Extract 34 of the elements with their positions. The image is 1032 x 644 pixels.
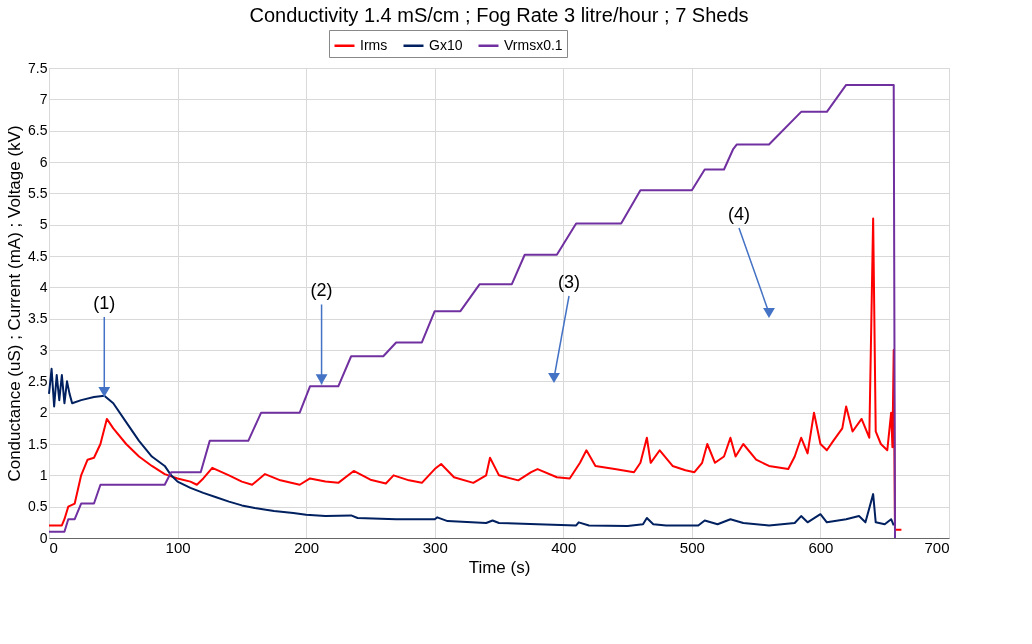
y-tick-label: 1.5 [28,435,48,452]
x-tick-label: 300 [422,538,448,556]
y-tick-label: 1 [39,466,48,483]
legend-label: Gx10 [429,36,463,53]
x-tick-label: 200 [294,538,320,556]
y-tick-label: 0.5 [28,498,48,515]
y-tick-label: 3.5 [28,310,48,327]
chart-title: Conductivity 1.4 mS/cm ; Fog Rate 3 litre/hour ; 7 Sheds [249,3,749,26]
y-tick-label: 7 [39,90,48,107]
y-tick-label: 5 [39,216,48,233]
x-tick-label: 500 [679,538,705,556]
y-tick-label: 4.5 [28,247,48,264]
y-tick-label: 3 [39,341,48,358]
y-tick-label: 7.5 [28,59,48,76]
x-tick-label: 600 [808,538,834,556]
line-series [48,83,896,539]
annotation: (1) [93,293,116,313]
x-tick-label: 400 [551,538,577,556]
annotation: (3) [558,272,580,292]
annotation: (4) [728,204,750,224]
x-tick-label: 700 [924,538,950,556]
legend-label: Irms [360,36,388,53]
y-tick-label: 5.5 [28,184,48,201]
y-tick-label: 6.5 [28,122,48,139]
y-tick-label: 4 [39,278,48,295]
y-tick-label: 2.5 [28,372,48,389]
y-tick-label: 6 [39,153,48,170]
x-tick-label: 100 [165,538,191,556]
x-axis-title: Time (s) [468,557,531,577]
legend-label: Vrmsx0.1 [504,36,563,53]
annotation: (2) [310,280,333,301]
line-series [48,367,895,528]
y-axis-title: Conductance (uS) ; Current (mA) ; Voltage (kV) [5,125,25,482]
y-tick-label: 2 [39,404,48,421]
